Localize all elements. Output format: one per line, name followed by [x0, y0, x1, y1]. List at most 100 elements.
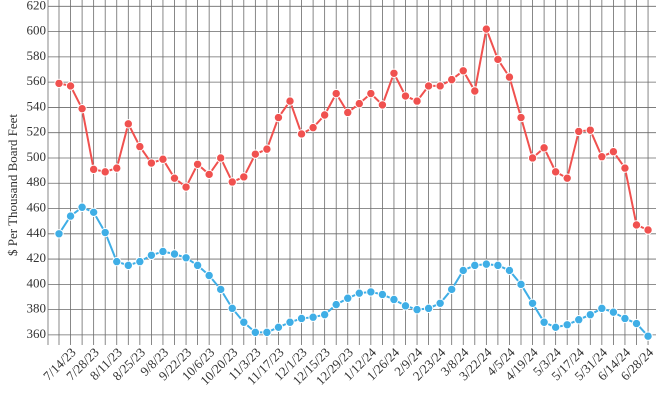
data-point — [562, 173, 572, 183]
y-tick-label: 480 — [27, 174, 47, 189]
data-point — [319, 309, 330, 320]
data-point — [169, 249, 180, 259]
data-point — [366, 88, 376, 99]
data-point — [608, 307, 619, 317]
data-point — [423, 303, 434, 314]
data-point — [389, 294, 399, 305]
data-point — [192, 260, 203, 271]
data-point — [273, 112, 284, 123]
data-point — [608, 146, 619, 157]
data-point — [389, 68, 399, 78]
data-point — [400, 301, 411, 311]
data-point — [227, 177, 237, 187]
data-point — [470, 260, 480, 271]
data-point — [88, 207, 99, 218]
data-point — [227, 303, 237, 314]
data-point — [285, 317, 295, 327]
data-point — [574, 315, 584, 325]
data-point — [527, 153, 538, 163]
data-point — [77, 202, 87, 212]
data-point — [435, 81, 445, 91]
data-point — [169, 173, 180, 183]
data-point — [158, 246, 168, 257]
y-tick-label: 540 — [27, 98, 47, 113]
y-tick-label: 380 — [27, 301, 47, 316]
y-tick-label: 420 — [27, 250, 47, 265]
data-point — [377, 289, 388, 300]
data-point — [539, 317, 549, 327]
data-point — [458, 66, 468, 76]
data-point — [562, 320, 572, 330]
y-tick-label: 580 — [27, 48, 47, 63]
data-point — [262, 144, 272, 154]
data-point — [250, 149, 261, 159]
data-point — [620, 163, 630, 173]
data-point — [146, 250, 157, 260]
data-point — [308, 312, 318, 322]
data-point — [516, 112, 526, 123]
data-point — [447, 284, 457, 295]
data-point — [239, 317, 249, 327]
y-tick-label: 400 — [27, 275, 47, 290]
data-point — [354, 98, 364, 109]
data-point — [504, 72, 515, 82]
data-point — [331, 88, 341, 99]
series-line — [58, 25, 649, 231]
data-point — [285, 96, 295, 106]
data-point — [112, 163, 122, 173]
data-point — [181, 253, 191, 263]
data-point — [504, 265, 515, 276]
data-point — [458, 265, 468, 276]
data-point — [585, 125, 595, 135]
data-point — [135, 256, 145, 267]
data-point — [123, 260, 134, 271]
data-point — [65, 81, 76, 91]
data-point — [366, 287, 376, 297]
data-point — [470, 86, 480, 96]
data-point — [216, 284, 226, 295]
data-point — [481, 259, 492, 269]
data-point — [343, 107, 353, 118]
data-point — [296, 129, 307, 139]
data-point — [377, 100, 388, 110]
data-point — [100, 227, 110, 238]
data-point — [65, 211, 76, 221]
data-point — [216, 153, 226, 163]
data-point — [423, 81, 434, 91]
data-point — [319, 110, 330, 120]
data-point — [77, 103, 87, 114]
data-point — [192, 159, 203, 169]
y-tick-label: 600 — [27, 23, 47, 38]
y-tick-label: 560 — [27, 73, 47, 88]
data-point — [597, 303, 607, 314]
data-point — [435, 298, 445, 308]
data-point — [123, 119, 134, 129]
data-point — [181, 182, 191, 192]
data-point — [239, 172, 249, 182]
data-point — [550, 322, 561, 333]
data-point — [296, 313, 307, 324]
y-tick-label: 620 — [27, 0, 47, 12]
y-tick-label: 520 — [27, 124, 47, 139]
data-point — [135, 141, 145, 152]
data-point — [400, 91, 411, 101]
data-point — [597, 152, 607, 162]
data-point — [412, 96, 422, 106]
data-point — [539, 143, 549, 153]
y-tick-label: 440 — [27, 225, 47, 240]
data-point — [146, 158, 157, 168]
data-point — [262, 327, 272, 338]
series-line — [58, 206, 649, 337]
data-point — [250, 327, 261, 338]
data-point — [550, 167, 561, 177]
data-point — [493, 54, 503, 65]
data-point — [54, 229, 64, 239]
data-point — [273, 322, 284, 333]
data-point — [481, 24, 492, 34]
y-tick-label: 360 — [27, 326, 47, 341]
data-point — [158, 154, 168, 164]
data-point — [88, 164, 99, 175]
data-point — [643, 225, 653, 235]
